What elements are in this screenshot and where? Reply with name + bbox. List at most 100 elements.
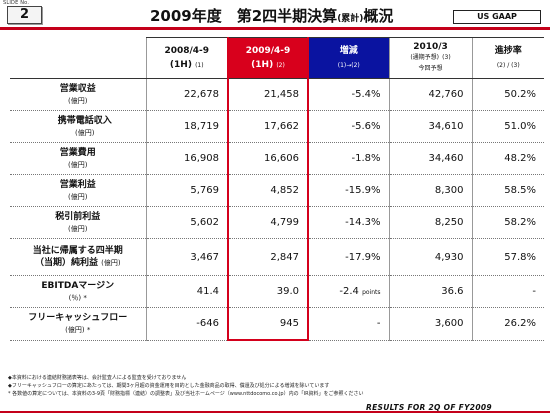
cell-col-2: 4,799 <box>227 206 309 239</box>
row-unit: (億円) <box>75 128 95 137</box>
cell-col-2: 2,847 <box>227 238 309 276</box>
header-col-1-ref: (1) <box>195 61 204 69</box>
header-col-3-sub: (1)→(2) <box>337 61 360 69</box>
cell-col-3: -14.3% <box>307 206 389 239</box>
row-label-text: 携帯電話収入 <box>57 115 112 126</box>
table-row: 当社に帰属する四半期 （当期）純利益 (億円) 3,467 2,847 -17.9… <box>10 238 544 276</box>
header-col-3: 増減 (1)→(2) <box>308 37 389 79</box>
footer-rule <box>0 411 550 413</box>
row-unit: (億円) <box>101 259 121 267</box>
header-col-3-title: 増減 <box>339 45 358 56</box>
header-col-2-ref: (2) <box>276 61 285 69</box>
cell-col-2: 21,458 <box>227 78 309 111</box>
cell-col-5: 58.2% <box>471 206 544 239</box>
row-unit: (％) * <box>68 293 87 302</box>
header-col-4-sub: (通期予想) <box>410 54 440 61</box>
cell-col-1: 5,769 <box>145 174 228 207</box>
cell-col-5: - <box>471 275 544 308</box>
title-tail: 概況 <box>363 7 394 25</box>
cell-col-3: -15.9% <box>307 174 389 207</box>
title-sub: (累計) <box>337 14 364 24</box>
cell-col-1: 22,678 <box>145 78 228 111</box>
row-unit: (億円) <box>68 192 88 201</box>
slide-number-label: SLIDE No. <box>3 0 30 6</box>
row-label: 当社に帰属する四半期 （当期）純利益 (億円) <box>10 238 146 276</box>
cell-col-2: 945 <box>227 307 309 341</box>
cell-col-3: -5.6% <box>307 110 389 143</box>
cell-col-4: 36.6 <box>388 275 472 308</box>
cell-col-4: 4,930 <box>388 238 472 276</box>
cell-col-1: -646 <box>145 307 228 341</box>
row-label-text-2: （当期）純利益 <box>34 258 98 268</box>
cell-col-5: 26.2% <box>471 307 544 341</box>
header-col-4: 2010/3 (通期予想) (3) 今回予想 <box>388 37 472 79</box>
row-unit: (億円) * <box>65 325 91 334</box>
header-col-1: 2008/4-9 (1H) (1) <box>145 37 228 79</box>
footer-text: RESULTS FOR 2Q OF FY2009 <box>366 403 492 412</box>
cell-col-2: 16,606 <box>227 142 309 175</box>
header-col-2-period: 2009/4-9 <box>245 45 291 56</box>
row-label-text: 営業費用 <box>59 147 96 158</box>
cell-col-1: 16,908 <box>145 142 228 175</box>
header-col-1-period: 2008/4-9 <box>164 45 210 56</box>
header-col-5-sub: (2) / (3) <box>496 61 520 69</box>
cell-col-3: -1.8% <box>307 142 389 175</box>
cell-col-3: - <box>307 307 389 341</box>
row-label-text: EBITDAマージン <box>41 280 115 291</box>
table-row: 営業費用 (億円) 16,908 16,606 -1.8% 34,460 48.2… <box>10 142 544 175</box>
cell-col-2: 39.0 <box>227 275 309 308</box>
table-row: 営業収益 (億円) 22,678 21,458 -5.4% 42,760 50.2… <box>10 78 544 111</box>
row-label-text: 営業収益 <box>59 83 96 94</box>
accounting-standard-badge: US GAAP <box>453 10 541 24</box>
cell-col-5: 58.5% <box>471 174 544 207</box>
cell-col-2: 17,662 <box>227 110 309 143</box>
cell-col-3: -5.4% <box>307 78 389 111</box>
cell-col-4: 34,460 <box>388 142 472 175</box>
row-label-text: 当社に帰属する四半期 <box>32 246 123 256</box>
cell-col-4: 3,600 <box>388 307 472 341</box>
row-label-text: フリーキャッシュフロー <box>28 312 128 323</box>
footnote: * 各数値の算定については、本資料の3-9頁「財務指標（連結）の調整表」及び当社… <box>8 391 364 397</box>
cell-col-4: 34,610 <box>388 110 472 143</box>
row-label: 営業収益 (億円) <box>10 78 146 111</box>
cell-col-3-value: -2.4 <box>339 286 359 297</box>
table-row: フリーキャッシュフロー (億円) * -646 945 - 3,600 26.2% <box>10 307 544 341</box>
header-col-5: 進捗率 (2) / (3) <box>471 37 544 79</box>
cell-col-1: 18,719 <box>145 110 228 143</box>
cell-col-5: 57.8% <box>471 238 544 276</box>
title-main: 2009年度 第2四半期決算 <box>150 7 338 25</box>
cell-col-4: 8,300 <box>388 174 472 207</box>
row-label: 営業利益 (億円) <box>10 174 146 207</box>
table-row: EBITDAマージン (％) * 41.4 39.0 -2.4 points 36… <box>10 275 544 308</box>
footnote: ◆フリーキャッシュフローの算定にあたっては、期間3ヶ月超の資金運用を目的とした金… <box>8 383 330 389</box>
header-col-1-half: (1H) <box>169 59 192 70</box>
header-col-4-ref: (3) <box>442 54 451 61</box>
header-col-2: 2009/4-9 (1H) (2) <box>227 37 309 79</box>
row-label-text: 税引前利益 <box>55 211 101 222</box>
cell-col-1: 3,467 <box>145 238 228 276</box>
cell-col-5: 50.2% <box>471 78 544 111</box>
points-unit: points <box>362 289 381 296</box>
cell-col-2: 4,852 <box>227 174 309 207</box>
footnotes: ◆本資料における連結財務諸表等は、会計監査人による監査を受けておりません ◆フリ… <box>8 374 364 398</box>
table-row: 税引前利益 (億円) 5,602 4,799 -14.3% 8,250 58.2% <box>10 206 544 239</box>
cell-col-4: 42,760 <box>388 78 472 111</box>
cell-col-5: 51.0% <box>471 110 544 143</box>
row-label-text: 営業利益 <box>59 179 96 190</box>
header-col-2-half: (1H) <box>251 59 274 70</box>
footnote: ◆本資料における連結財務諸表等は、会計監査人による監査を受けておりません <box>8 375 187 381</box>
slide-number: 2 <box>7 6 42 24</box>
page-title: 2009年度 第2四半期決算(累計)概況 <box>150 5 393 26</box>
row-unit: (億円) <box>68 96 88 105</box>
cell-col-3: -17.9% <box>307 238 389 276</box>
table-row: 携帯電話収入 (億円) 18,719 17,662 -5.6% 34,610 51… <box>10 110 544 143</box>
cell-col-4: 8,250 <box>388 206 472 239</box>
header-rule <box>0 27 550 30</box>
financial-summary-table: 2008/4-9 (1H) (1) 2009/4-9 (1H) (2) 増減 (1)→… <box>10 37 544 341</box>
row-label: EBITDAマージン (％) * <box>10 275 146 308</box>
cell-col-5: 48.2% <box>471 142 544 175</box>
row-unit: (億円) <box>68 224 88 233</box>
header-blank <box>10 37 146 79</box>
header-col-5-title: 進捗率 <box>494 45 522 56</box>
row-label: 税引前利益 (億円) <box>10 206 146 239</box>
